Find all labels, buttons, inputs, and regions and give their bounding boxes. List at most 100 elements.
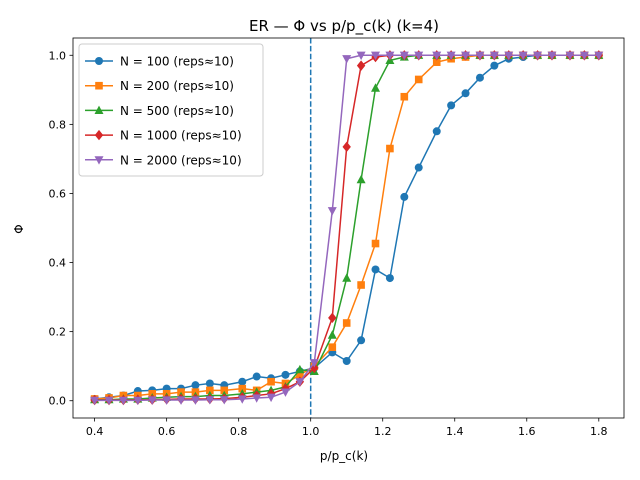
chart-title: ER — Φ vs p/p_c(k) (k=4) xyxy=(249,17,439,36)
data-point xyxy=(371,83,381,92)
data-point xyxy=(267,377,275,386)
axes: 0.4 0.6 0.8 1.0 1.2 1.4 1.6 1.8 0.0 0.2 0.4 0.6 0.8 1… xyxy=(49,37,625,438)
legend-entry: N = 2000 (reps≈10) xyxy=(85,153,242,167)
data-point xyxy=(533,51,543,61)
data-point xyxy=(95,57,103,65)
data-point xyxy=(385,51,395,61)
y-tick-label: 0.2 xyxy=(49,326,67,339)
x-tick-label: 1.4 xyxy=(446,425,464,438)
data-point xyxy=(504,51,514,61)
data-point xyxy=(579,51,589,61)
data-point xyxy=(432,127,441,136)
data-point xyxy=(342,319,351,327)
data-point xyxy=(475,51,485,61)
data-point xyxy=(342,55,352,64)
x-tick-label: 1.0 xyxy=(302,425,320,438)
data-point xyxy=(386,144,394,153)
data-point xyxy=(490,61,499,70)
data-point xyxy=(342,141,351,153)
data-point xyxy=(446,51,456,61)
y-axis-label: Φ xyxy=(12,224,26,233)
data-point xyxy=(133,396,143,406)
data-point xyxy=(90,396,100,406)
data-point xyxy=(162,396,172,405)
data-point xyxy=(400,92,409,101)
data-point xyxy=(356,51,366,61)
data-point xyxy=(295,378,305,387)
data-point xyxy=(327,330,337,339)
legend-entry: N = 1000 (reps≈10) xyxy=(85,129,242,143)
legend: N = 100 (reps≈10) N = 200 (reps≈10) N = 50… xyxy=(78,43,264,177)
y-tick-label: 0.6 xyxy=(49,187,67,200)
data-point xyxy=(399,51,409,61)
data-point xyxy=(385,274,394,283)
data-point xyxy=(266,393,276,403)
x-tick-label: 1.6 xyxy=(518,425,536,438)
data-point xyxy=(295,364,305,374)
x-tick-label: 1.2 xyxy=(374,425,392,438)
y-tick-label: 0.8 xyxy=(49,118,67,131)
data-point xyxy=(94,156,104,165)
data-point xyxy=(356,174,366,184)
data-point xyxy=(237,395,247,404)
data-point xyxy=(281,370,290,379)
data-point xyxy=(238,377,247,386)
legend-entry: N = 100 (reps≈10) xyxy=(85,55,234,69)
data-point xyxy=(447,101,456,110)
y-tick-label: 0.4 xyxy=(49,257,67,270)
data-point xyxy=(357,281,365,289)
data-point xyxy=(371,239,380,248)
data-point xyxy=(280,388,290,397)
data-point xyxy=(565,51,575,61)
data-point xyxy=(518,51,528,61)
data-point xyxy=(328,343,337,351)
x-tick-label: 0.8 xyxy=(230,425,248,438)
data-point xyxy=(432,51,442,61)
x-tick-label: 0.6 xyxy=(158,425,176,438)
data-point xyxy=(342,357,351,365)
data-point xyxy=(371,51,381,61)
legend-entry: N = 500 (reps≈10) xyxy=(85,104,234,118)
data-point xyxy=(547,51,557,61)
y-tick-label: 1.0 xyxy=(49,49,67,62)
data-point xyxy=(104,396,114,406)
data-point xyxy=(489,51,499,61)
legend-label: N = 500 (reps≈10) xyxy=(120,104,234,118)
legend-entry: N = 200 (reps≈10) xyxy=(85,79,234,93)
data-point xyxy=(219,396,229,405)
data-point xyxy=(190,396,200,405)
data-point xyxy=(94,129,104,141)
data-point xyxy=(414,75,423,84)
legend-label: N = 1000 (reps≈10) xyxy=(120,129,242,143)
data-point xyxy=(400,192,409,201)
legend-box xyxy=(78,43,264,177)
data-point xyxy=(475,73,484,82)
data-point xyxy=(414,163,423,172)
data-point xyxy=(296,371,304,379)
data-point xyxy=(371,265,380,274)
data-point xyxy=(414,51,424,61)
series-5 xyxy=(90,51,604,406)
y-tick-label: 0.0 xyxy=(49,395,67,408)
data-point xyxy=(461,51,471,61)
data-point xyxy=(95,81,103,90)
data-point xyxy=(357,336,366,345)
legend-label: N = 100 (reps≈10) xyxy=(120,55,234,69)
data-point xyxy=(238,384,247,393)
x-tick-label: 1.8 xyxy=(590,425,608,438)
data-point xyxy=(309,359,319,368)
data-point xyxy=(328,312,337,324)
x-axis-label: p/p_c(k) xyxy=(320,449,368,463)
data-point xyxy=(94,105,104,114)
data-point xyxy=(594,51,604,61)
data-point xyxy=(220,386,229,395)
legend-label: N = 2000 (reps≈10) xyxy=(120,153,242,167)
axes-frame xyxy=(72,37,625,419)
x-tick-label: 0.4 xyxy=(86,425,104,438)
data-point xyxy=(147,396,157,405)
legend-label: N = 200 (reps≈10) xyxy=(120,79,234,93)
data-point xyxy=(176,396,186,405)
data-point xyxy=(327,207,337,216)
data-point xyxy=(252,372,261,381)
